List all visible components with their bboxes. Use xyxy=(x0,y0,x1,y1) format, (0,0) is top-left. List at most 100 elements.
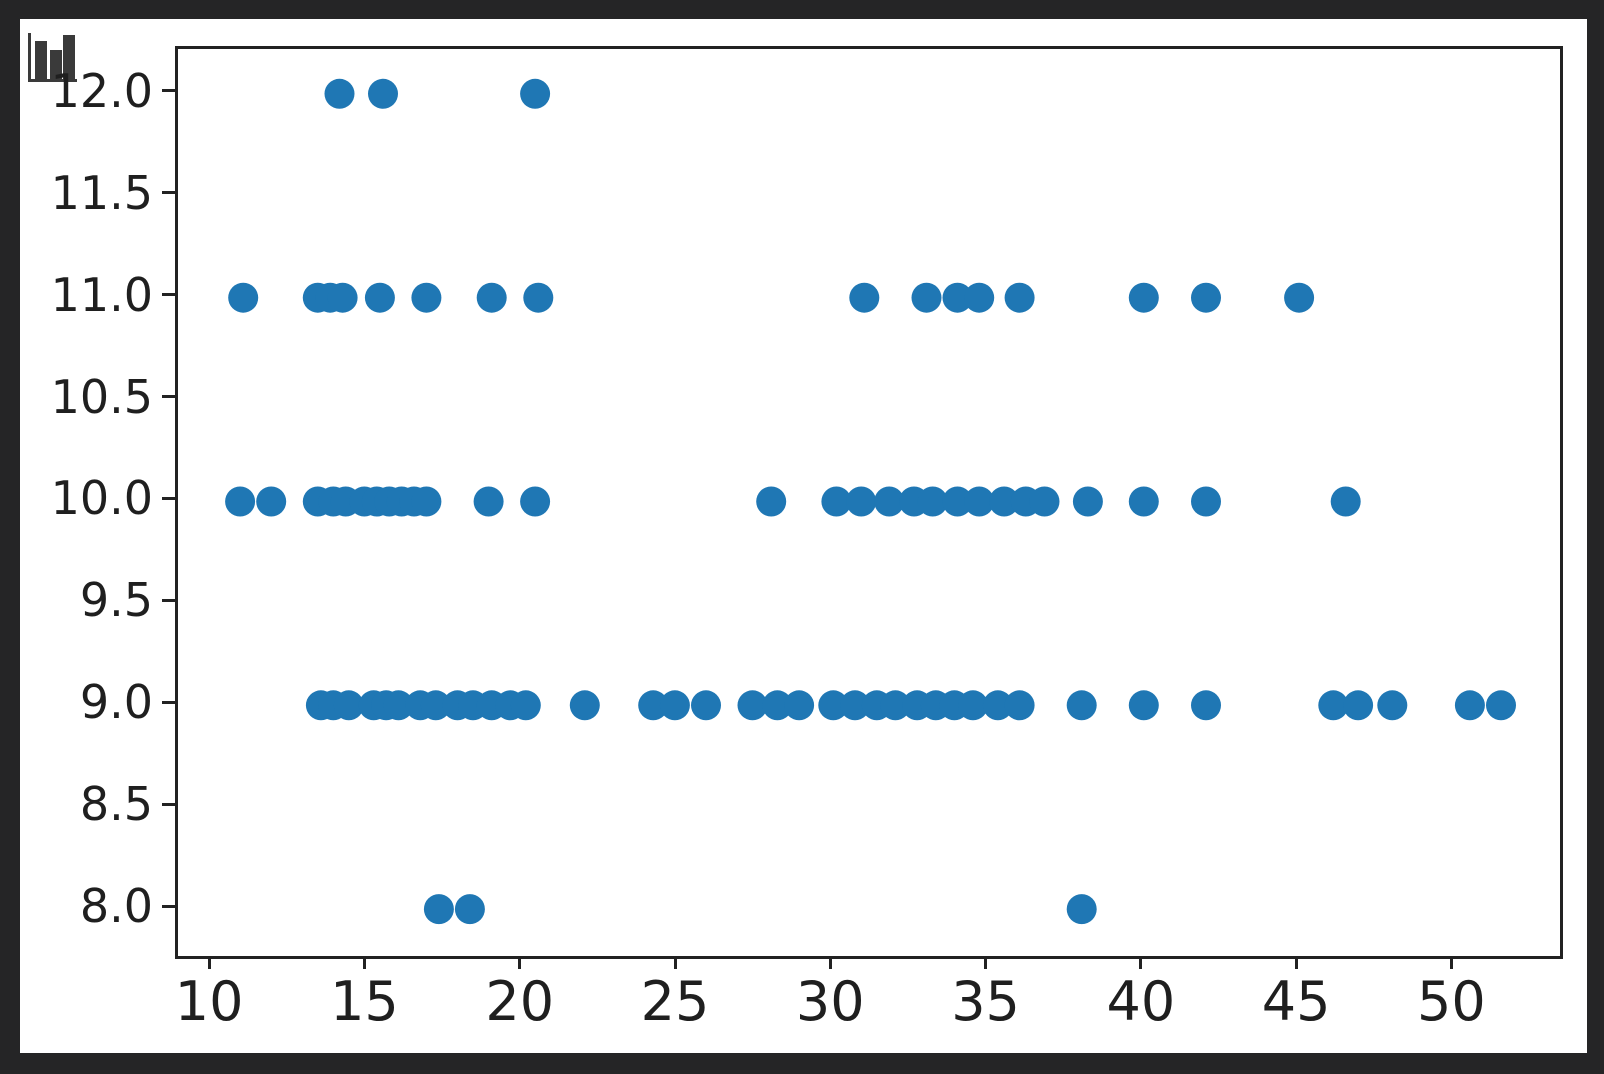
data-point xyxy=(1004,282,1035,313)
x-axis-tick xyxy=(1294,956,1298,969)
data-point xyxy=(520,486,551,517)
data-point xyxy=(228,282,259,313)
data-point xyxy=(638,690,669,721)
x-axis-tick-label: 30 xyxy=(795,970,865,1033)
y-axis-tick-label: 8.0 xyxy=(79,879,153,934)
data-point xyxy=(942,486,973,517)
bar-chart-icon xyxy=(28,33,77,82)
data-point xyxy=(849,282,880,313)
data-point xyxy=(917,486,948,517)
data-point xyxy=(327,282,358,313)
data-point xyxy=(423,894,454,925)
data-point xyxy=(411,282,442,313)
x-axis-tick-label: 10 xyxy=(174,970,244,1033)
data-point xyxy=(1066,894,1097,925)
y-axis-tick xyxy=(162,802,175,806)
x-axis-tick xyxy=(362,956,366,969)
data-point xyxy=(1072,486,1103,517)
scatter-plot xyxy=(225,78,1516,925)
data-point xyxy=(1004,690,1035,721)
x-axis-tick xyxy=(673,956,677,969)
y-axis-tick-label: 12.0 xyxy=(50,63,153,118)
x-axis-tick-label: 35 xyxy=(951,970,1020,1033)
data-point xyxy=(569,690,600,721)
data-point xyxy=(1191,690,1221,721)
y-axis-tick xyxy=(162,700,175,704)
data-point xyxy=(411,486,442,517)
y-axis-tick-label: 9.5 xyxy=(79,573,153,628)
data-point xyxy=(1029,486,1060,517)
y-axis-tick-label: 10.5 xyxy=(50,369,153,424)
data-point xyxy=(756,486,787,517)
bar-chart-icon-bar xyxy=(50,50,62,79)
data-point xyxy=(784,690,815,721)
x-axis-tick-label: 45 xyxy=(1261,970,1331,1033)
x-axis-tick-label: 25 xyxy=(640,970,710,1033)
x-axis-tick xyxy=(1139,956,1143,969)
y-axis-tick xyxy=(162,598,175,602)
data-point xyxy=(880,690,911,721)
data-point xyxy=(982,690,1013,721)
y-axis-tick xyxy=(162,904,175,908)
data-point xyxy=(256,486,287,517)
y-axis-tick xyxy=(162,496,175,500)
y-axis-tick xyxy=(162,293,175,297)
data-point xyxy=(383,690,414,721)
data-point xyxy=(1330,486,1361,517)
data-point xyxy=(520,78,551,109)
x-axis-tick xyxy=(1449,956,1453,969)
y-axis-tick xyxy=(162,89,175,93)
data-point xyxy=(1128,282,1159,313)
data-point xyxy=(874,486,905,517)
data-point xyxy=(1486,690,1516,721)
data-point xyxy=(420,690,451,721)
data-point xyxy=(454,894,485,925)
y-axis-tick-label: 9.0 xyxy=(79,675,153,730)
data-point xyxy=(1284,282,1315,313)
data-point xyxy=(964,486,995,517)
data-point xyxy=(333,690,364,721)
data-point xyxy=(762,690,793,721)
y-axis-tick-label: 10.0 xyxy=(50,471,153,526)
data-point xyxy=(1066,690,1097,721)
data-point xyxy=(691,690,721,721)
y-axis-tick-label: 8.5 xyxy=(79,777,153,832)
data-point xyxy=(1191,486,1221,517)
data-point xyxy=(324,78,355,109)
y-axis-tick-label: 11.0 xyxy=(50,267,153,322)
x-axis-tick-label: 40 xyxy=(1106,970,1176,1033)
x-axis-tick xyxy=(984,956,988,969)
data-point xyxy=(1318,690,1349,721)
data-point xyxy=(1343,690,1374,721)
x-axis-tick xyxy=(828,956,832,969)
data-point xyxy=(989,486,1020,517)
plot-area xyxy=(175,46,1563,959)
data-point xyxy=(1128,486,1159,517)
x-axis-tick-label: 15 xyxy=(330,970,399,1033)
data-point xyxy=(523,282,554,313)
data-point xyxy=(1128,690,1159,721)
y-axis-tick xyxy=(162,395,175,399)
data-point xyxy=(1377,690,1408,721)
data-point xyxy=(225,486,256,517)
data-point xyxy=(364,282,395,313)
data-point xyxy=(476,282,507,313)
x-axis-tick xyxy=(518,956,522,969)
y-axis-tick xyxy=(162,191,175,195)
data-point xyxy=(911,282,942,313)
data-point xyxy=(368,78,398,109)
data-point xyxy=(942,282,973,313)
data-point xyxy=(840,690,870,721)
data-point xyxy=(958,690,988,721)
data-point xyxy=(846,486,877,517)
data-point xyxy=(510,690,541,721)
data-point xyxy=(821,486,852,517)
data-point xyxy=(737,690,768,721)
data-point xyxy=(964,282,995,313)
y-axis-tick-label: 11.5 xyxy=(50,165,153,220)
bar-chart-icon-bar xyxy=(35,41,47,79)
data-point xyxy=(818,690,849,721)
figure-canvas: 10 15 20 25 30 35 40 45 50 8.0 8.5 9.0 9.5 10.0 10.5 11… xyxy=(20,19,1587,1053)
x-axis-tick xyxy=(207,956,211,969)
